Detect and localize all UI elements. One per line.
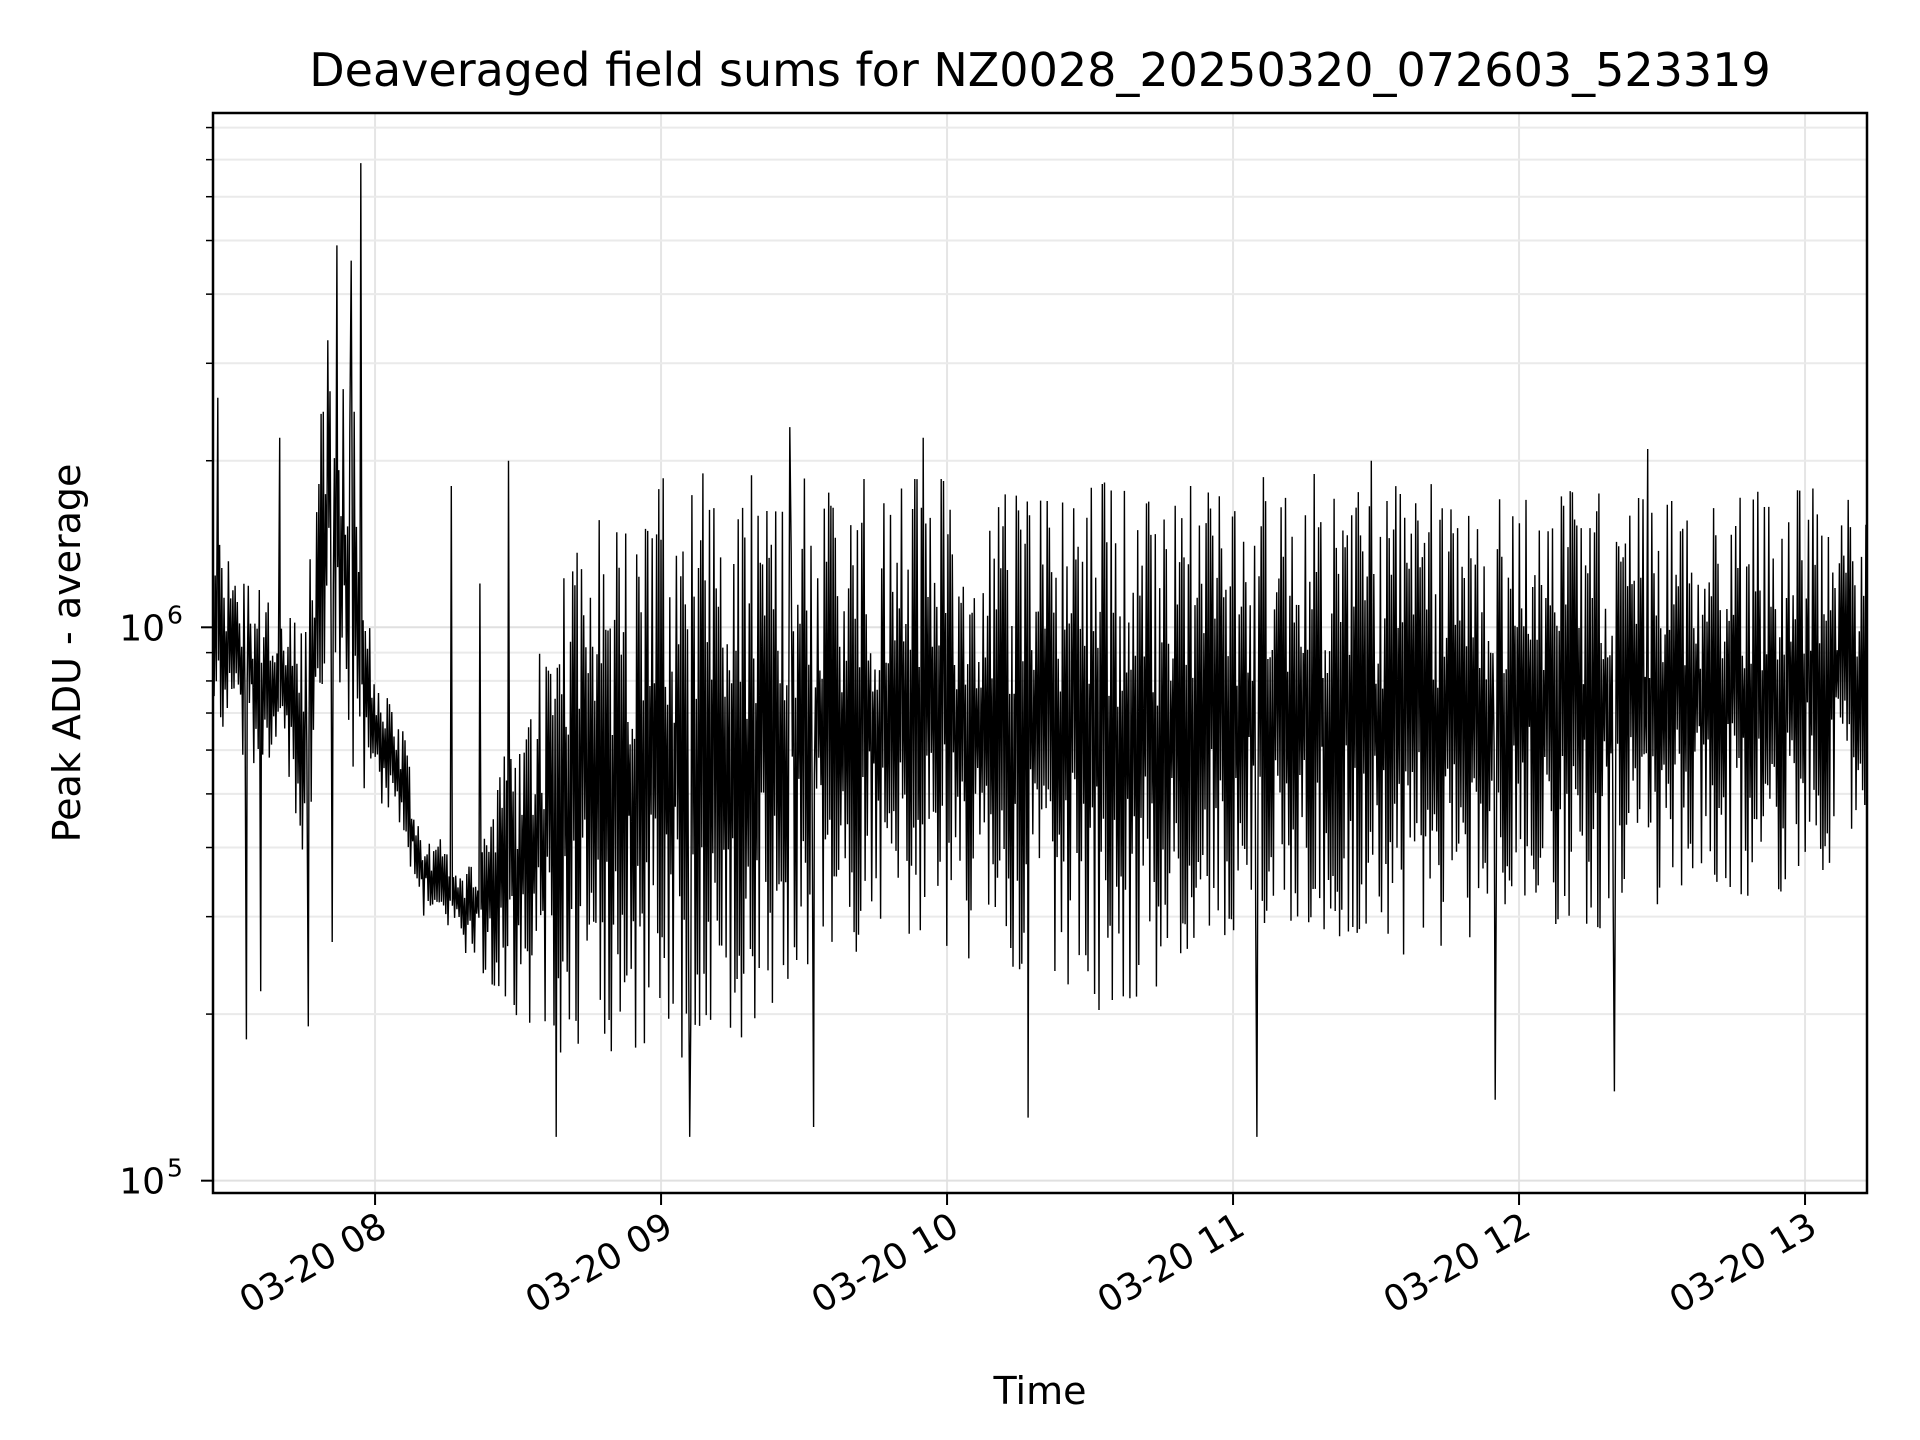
y-tick-label-base: 10 [119,1162,165,1203]
data-layer [213,163,1867,1137]
y-tick-label: 10 [119,608,165,649]
y-tick-label-base: 10 [119,608,165,649]
series-line [213,163,1867,1137]
y-tick-label: 10 [119,1162,165,1203]
y-axis-label: Peak ADU - average [45,464,89,843]
chart-title: Deaveraged field sums for NZ0028_2025032… [309,43,1770,97]
x-axis-label: Time [993,1369,1087,1413]
y-tick-label-exponent: 6 [167,600,183,629]
y-tick-label-exponent: 5 [167,1154,183,1183]
